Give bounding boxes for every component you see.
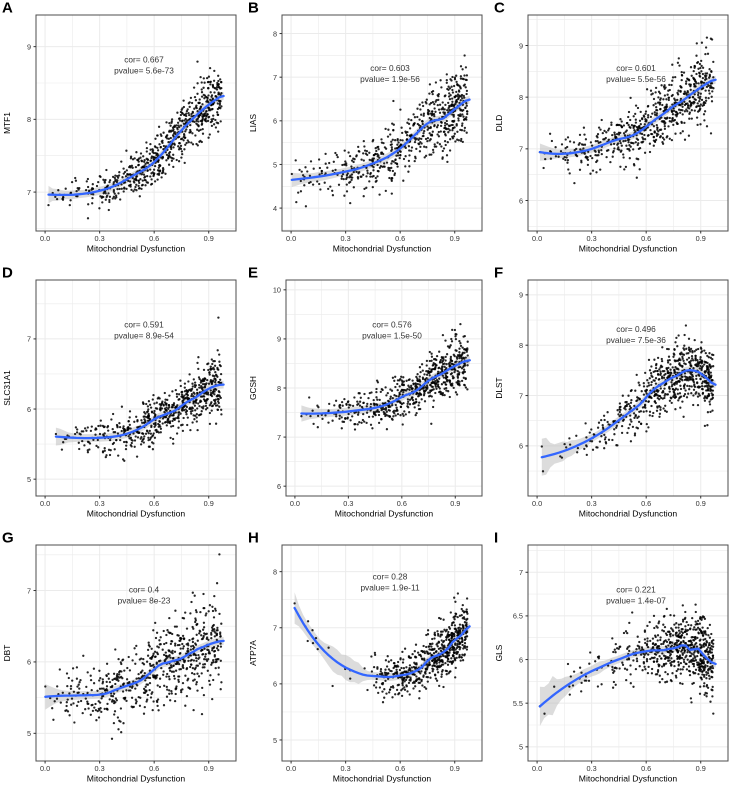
svg-text:0.3: 0.3 (341, 234, 351, 243)
svg-text:pvalue= 8e-23: pvalue= 8e-23 (118, 596, 171, 606)
svg-text:0.6: 0.6 (641, 499, 651, 508)
svg-text:7: 7 (277, 433, 281, 442)
svg-text:6: 6 (273, 117, 277, 126)
svg-text:4: 4 (273, 204, 277, 213)
svg-text:0.0: 0.0 (40, 234, 50, 243)
svg-text:pvalue= 8.9e-54: pvalue= 8.9e-54 (114, 331, 174, 341)
svg-text:0.6: 0.6 (397, 499, 407, 508)
svg-text:0.6: 0.6 (641, 234, 651, 243)
svg-text:Mitochondrial Dysfunction: Mitochondrial Dysfunction (333, 244, 432, 254)
svg-text:0.3: 0.3 (95, 499, 105, 508)
svg-text:cor= 0.4: cor= 0.4 (129, 585, 160, 595)
svg-text:cor= 0.667: cor= 0.667 (124, 55, 164, 65)
svg-text:9: 9 (27, 42, 31, 51)
svg-text:G: G (2, 530, 14, 547)
svg-text:B: B (248, 0, 259, 17)
svg-text:0.9: 0.9 (204, 234, 214, 243)
svg-text:DLD: DLD (494, 115, 504, 132)
svg-text:cor= 0.496: cor= 0.496 (616, 324, 656, 334)
svg-text:F: F (494, 265, 503, 282)
svg-text:0.0: 0.0 (532, 234, 542, 243)
svg-text:cor= 0.603: cor= 0.603 (370, 63, 410, 73)
svg-text:0.0: 0.0 (40, 499, 50, 508)
svg-text:6: 6 (519, 196, 523, 205)
svg-text:0.0: 0.0 (290, 499, 300, 508)
svg-text:cor= 0.591: cor= 0.591 (124, 320, 164, 330)
svg-text:7: 7 (519, 391, 523, 400)
svg-text:7: 7 (27, 188, 31, 197)
svg-text:Mitochondrial Dysfunction: Mitochondrial Dysfunction (579, 244, 678, 254)
svg-text:MTF1: MTF1 (2, 112, 12, 134)
svg-text:Mitochondrial Dysfunction: Mitochondrial Dysfunction (335, 509, 434, 519)
svg-text:0.9: 0.9 (450, 234, 460, 243)
svg-text:A: A (2, 0, 13, 17)
svg-text:8: 8 (519, 93, 523, 102)
svg-text:0.9: 0.9 (696, 234, 706, 243)
svg-text:0.9: 0.9 (450, 499, 460, 508)
svg-text:Mitochondrial Dysfunction: Mitochondrial Dysfunction (87, 509, 186, 519)
svg-text:5: 5 (27, 729, 31, 738)
svg-text:9: 9 (519, 41, 523, 50)
svg-text:8: 8 (273, 29, 277, 38)
svg-text:6: 6 (277, 482, 281, 491)
svg-text:Mitochondrial Dysfunction: Mitochondrial Dysfunction (87, 774, 186, 784)
svg-text:7: 7 (27, 586, 31, 595)
svg-text:0.9: 0.9 (204, 499, 214, 508)
svg-text:5: 5 (27, 475, 31, 484)
svg-text:0.6: 0.6 (149, 764, 159, 773)
svg-text:E: E (248, 265, 258, 282)
svg-text:0.3: 0.3 (95, 764, 105, 773)
svg-text:Mitochondrial Dysfunction: Mitochondrial Dysfunction (579, 509, 678, 519)
svg-text:0.3: 0.3 (587, 499, 597, 508)
svg-text:C: C (494, 0, 505, 17)
svg-text:7: 7 (519, 145, 523, 154)
svg-text:DBT: DBT (2, 645, 12, 662)
svg-text:0.3: 0.3 (343, 499, 353, 508)
svg-text:pvalue= 5.5e-56: pvalue= 5.5e-56 (606, 74, 666, 84)
svg-text:10: 10 (273, 286, 281, 295)
svg-text:6: 6 (27, 658, 31, 667)
svg-text:8: 8 (519, 341, 523, 350)
svg-text:0.3: 0.3 (587, 234, 597, 243)
svg-text:pvalue= 7.5e-36: pvalue= 7.5e-36 (606, 335, 666, 345)
svg-text:Mitochondrial Dysfunction: Mitochondrial Dysfunction (87, 244, 186, 254)
svg-text:pvalue= 1.9e-56: pvalue= 1.9e-56 (360, 74, 420, 84)
svg-text:8: 8 (27, 115, 31, 124)
svg-text:9: 9 (519, 291, 523, 300)
svg-text:0.3: 0.3 (95, 234, 105, 243)
svg-text:9: 9 (277, 335, 281, 344)
svg-text:pvalue= 1.5e-50: pvalue= 1.5e-50 (362, 331, 422, 341)
svg-text:7: 7 (273, 73, 277, 82)
svg-text:0.0: 0.0 (532, 499, 542, 508)
svg-text:0.0: 0.0 (40, 764, 50, 773)
svg-text:SLC31A1: SLC31A1 (2, 370, 12, 406)
svg-text:6: 6 (27, 405, 31, 414)
svg-text:0.9: 0.9 (204, 764, 214, 773)
svg-text:cor= 0.576: cor= 0.576 (372, 320, 412, 330)
svg-text:0.9: 0.9 (696, 499, 706, 508)
svg-text:8: 8 (277, 384, 281, 393)
svg-text:6: 6 (519, 442, 523, 451)
svg-text:cor= 0.601: cor= 0.601 (616, 63, 656, 73)
svg-text:DLST: DLST (494, 377, 504, 398)
svg-text:7: 7 (27, 335, 31, 344)
svg-text:D: D (2, 265, 13, 282)
svg-text:0.6: 0.6 (149, 499, 159, 508)
svg-text:pvalue= 5.6e-73: pvalue= 5.6e-73 (114, 66, 174, 76)
svg-text:LIAS: LIAS (248, 114, 258, 132)
svg-text:5: 5 (273, 160, 277, 169)
svg-text:0.6: 0.6 (149, 234, 159, 243)
svg-text:0.0: 0.0 (286, 234, 296, 243)
svg-text:0.6: 0.6 (395, 234, 405, 243)
svg-text:GCSH: GCSH (248, 376, 258, 400)
